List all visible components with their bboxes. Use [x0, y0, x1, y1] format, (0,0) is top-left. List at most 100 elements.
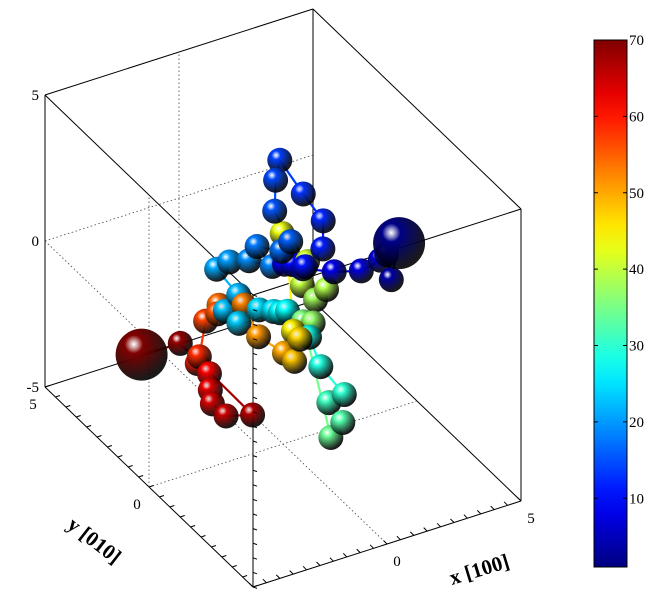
atom: [267, 147, 293, 173]
atom: [330, 409, 356, 435]
tick-mark: [517, 497, 522, 502]
colorbar-gradient: [593, 39, 628, 568]
tick-mark: [107, 445, 113, 448]
colorbar-tick-label: 60: [629, 109, 644, 125]
colorbar-tick-label: 10: [629, 491, 644, 507]
tick-mark: [503, 501, 508, 506]
tick-mark: [117, 455, 123, 458]
tick-mark: [86, 425, 92, 428]
tick-mark: [329, 557, 334, 562]
tick-mark: [252, 338, 258, 341]
tick-mark: [369, 544, 374, 549]
tick-mark: [476, 510, 482, 515]
tick-mark: [252, 396, 258, 400]
colorbar: 10 20 30 40 50 60 70: [593, 33, 644, 568]
x-tick-label: 5: [527, 511, 535, 527]
grid-line: [44, 154, 314, 242]
tick-mark: [44, 385, 50, 388]
grid-line: [148, 400, 418, 488]
y-tick-label: 0: [133, 497, 141, 513]
tick-mark: [221, 555, 227, 558]
tick-mark: [252, 571, 258, 575]
tick-mark: [252, 367, 258, 370]
tick-mark: [275, 574, 281, 579]
data-points: [115, 147, 426, 450]
colorbar-tick-label: 70: [629, 33, 644, 49]
colorbar-tick-label: 20: [629, 415, 644, 431]
y-axis-title: y [010]: [63, 512, 126, 569]
tick-mark: [252, 469, 258, 473]
atom: [167, 330, 193, 356]
tick-mark: [76, 415, 81, 418]
atom: [292, 254, 318, 280]
tick-mark: [289, 570, 294, 575]
atom: [310, 208, 336, 234]
tick-mark: [252, 455, 258, 458]
tick-mark: [342, 553, 348, 558]
y-tick-label: 5: [29, 397, 37, 413]
tick-mark: [436, 522, 441, 528]
atom: [348, 258, 374, 284]
large-atom: [373, 217, 426, 270]
tick-mark: [252, 309, 258, 312]
atom: [216, 249, 242, 275]
tick-mark: [252, 528, 258, 531]
axes-front-layer: [44, 294, 522, 589]
tick-mark: [252, 542, 258, 546]
atom: [246, 324, 272, 350]
x-tick-label: 0: [393, 554, 401, 570]
atom: [240, 402, 266, 428]
tick-mark: [242, 575, 248, 578]
axes-back-layer: [44, 8, 522, 588]
tick-mark: [252, 425, 258, 429]
atom: [290, 181, 316, 207]
atom: [263, 167, 289, 193]
atom: [378, 267, 404, 293]
x-axis-title: x [100]: [446, 549, 512, 590]
tick-mark: [262, 578, 267, 584]
tick-mark: [302, 565, 307, 571]
tick-mark: [252, 294, 258, 297]
atom: [308, 354, 334, 380]
tick-mark: [252, 585, 258, 588]
atom: [287, 326, 313, 352]
tick-mark: [396, 535, 401, 541]
tick-mark: [356, 548, 361, 553]
atom: [278, 229, 304, 255]
colorbar-tick-label: 50: [629, 186, 644, 202]
tick-mark: [252, 498, 258, 502]
tick-mark: [463, 514, 468, 519]
cube-edge: [312, 8, 522, 210]
atom: [282, 348, 308, 374]
tick-mark: [138, 475, 144, 478]
atom: [244, 234, 270, 259]
z-tick-label: 5: [32, 88, 40, 104]
tick-mark: [252, 513, 258, 516]
atom: [310, 236, 336, 262]
atom: [321, 259, 347, 285]
colorbar-tick-label: 30: [629, 339, 644, 355]
tick-mark: [96, 435, 102, 438]
tick-mark: [180, 515, 185, 518]
tick-mark: [200, 535, 206, 538]
tick-mark: [252, 352, 258, 356]
tick-mark: [252, 440, 258, 443]
z-tick-label: -5: [27, 380, 40, 396]
atom: [226, 310, 252, 336]
atom: [213, 403, 239, 429]
tick-mark: [159, 495, 165, 498]
tick-mark: [252, 484, 258, 487]
tick-mark: [383, 540, 388, 545]
large-atom: [115, 328, 168, 381]
tick-mark: [423, 527, 428, 532]
tick-mark: [190, 525, 196, 528]
tick-mark: [148, 485, 154, 488]
tick-mark: [65, 405, 71, 408]
tick-mark: [316, 561, 321, 566]
cube-edge: [44, 8, 314, 96]
atom: [331, 382, 357, 408]
tick-mark: [252, 557, 258, 560]
atom: [262, 198, 288, 224]
tick-mark: [252, 382, 258, 385]
